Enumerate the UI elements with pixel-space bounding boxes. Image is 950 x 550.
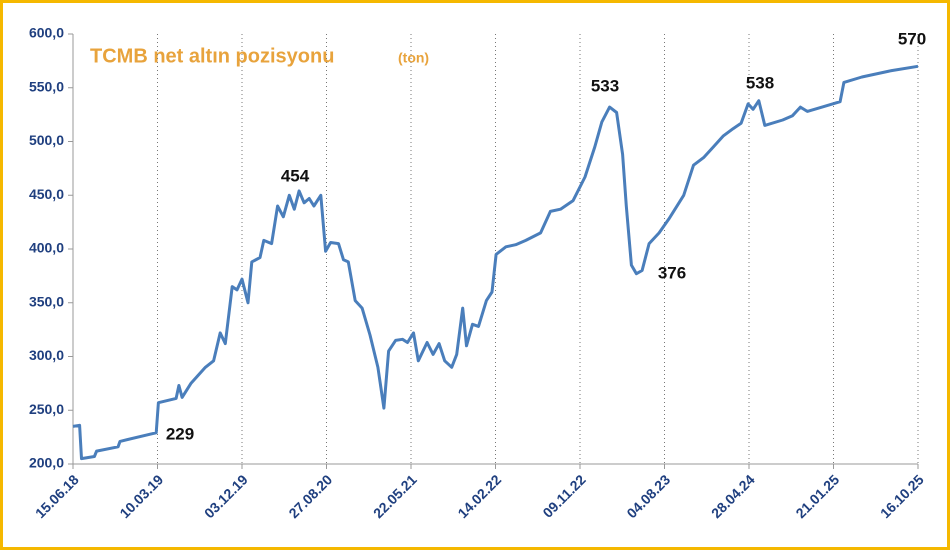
y-tick-label: 400,0 xyxy=(29,240,64,256)
annotation: 376 xyxy=(658,263,686,282)
y-tick-label: 250,0 xyxy=(29,401,64,417)
y-tick-label: 350,0 xyxy=(29,293,64,309)
annotation: 538 xyxy=(746,73,774,92)
y-tick-label: 500,0 xyxy=(29,132,64,148)
annotation: 229 xyxy=(166,424,194,443)
y-tick-label: 450,0 xyxy=(29,186,64,202)
annotation: 533 xyxy=(591,76,619,95)
y-tick-label: 200,0 xyxy=(29,455,64,471)
y-tick-label: 550,0 xyxy=(29,78,64,94)
line xyxy=(72,64,919,461)
y-tick-label: 600,0 xyxy=(29,25,64,41)
chart-title: TCMB net altın pozisyonu xyxy=(90,45,334,67)
chart-subtitle: (ton) xyxy=(398,50,429,66)
y-tick-label: 300,0 xyxy=(29,347,64,363)
annotation: 454 xyxy=(281,166,310,185)
annotation: 570 xyxy=(898,29,926,48)
